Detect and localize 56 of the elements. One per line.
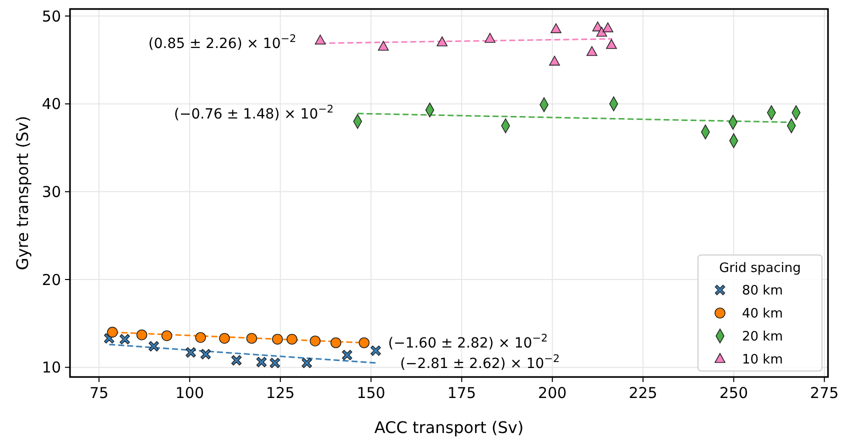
x-tick-label: 100: [175, 384, 204, 402]
y-axis-title: Gyre transport (Sv): [13, 116, 32, 270]
annotation: (0.85 ± 2.26) × 10$^{−2}$: [148, 33, 296, 52]
point: [107, 326, 118, 338]
point: [596, 26, 608, 37]
x-tick-label: 175: [447, 384, 476, 402]
x-tick-label: 150: [356, 384, 386, 402]
x-tick-label: 275: [810, 384, 839, 402]
point: [231, 355, 242, 366]
point: [286, 334, 298, 345]
y-tick-label: 30: [42, 182, 61, 201]
point: [270, 358, 280, 368]
point: [314, 34, 326, 45]
point: [219, 332, 230, 344]
legend-label: 20 km: [742, 330, 783, 345]
point: [161, 330, 172, 342]
y-tick-label: 40: [42, 95, 61, 114]
point: [549, 56, 560, 66]
point: [246, 332, 258, 344]
point: [272, 334, 283, 345]
point: [358, 337, 370, 348]
annotation: (−2.81 ± 2.62) × 10$^{−2}$: [400, 352, 560, 372]
annotation: (−1.60 ± 2.82) × 10$^{−2}$: [388, 332, 548, 352]
legend-label: 10 km: [742, 352, 783, 368]
point: [148, 341, 159, 352]
point: [586, 46, 598, 56]
point: [330, 337, 342, 348]
point: [342, 350, 352, 360]
point: [550, 23, 562, 34]
x-tick-label: 125: [266, 384, 295, 402]
x-tick-label: 75: [89, 384, 109, 402]
y-tick-label: 10: [42, 358, 61, 377]
y-tick-label: 50: [42, 7, 61, 26]
point: [120, 334, 130, 344]
x-tick-label: 200: [538, 384, 567, 402]
legend-title: Grid spacing: [719, 261, 801, 276]
point: [302, 358, 312, 368]
point: [186, 347, 196, 358]
legend-label: 80 km: [742, 284, 783, 299]
annotation: (−0.76 ± 1.48) × 10$^{−2}$: [174, 103, 334, 122]
legend-label: 40 km: [742, 306, 783, 322]
point: [310, 336, 321, 346]
x-axis-title: ACC transport (Sv): [374, 418, 524, 437]
point: [606, 39, 617, 49]
x-tick-label: 225: [628, 384, 658, 402]
y-tick-label: 20: [42, 270, 61, 289]
point: [602, 22, 614, 32]
point: [370, 346, 381, 356]
point: [200, 349, 211, 360]
x-tick-label: 250: [719, 384, 748, 402]
point: [256, 356, 267, 368]
point: [378, 40, 389, 51]
point: [484, 32, 496, 43]
point: [436, 36, 448, 46]
point: [136, 329, 148, 340]
point: [195, 332, 206, 343]
